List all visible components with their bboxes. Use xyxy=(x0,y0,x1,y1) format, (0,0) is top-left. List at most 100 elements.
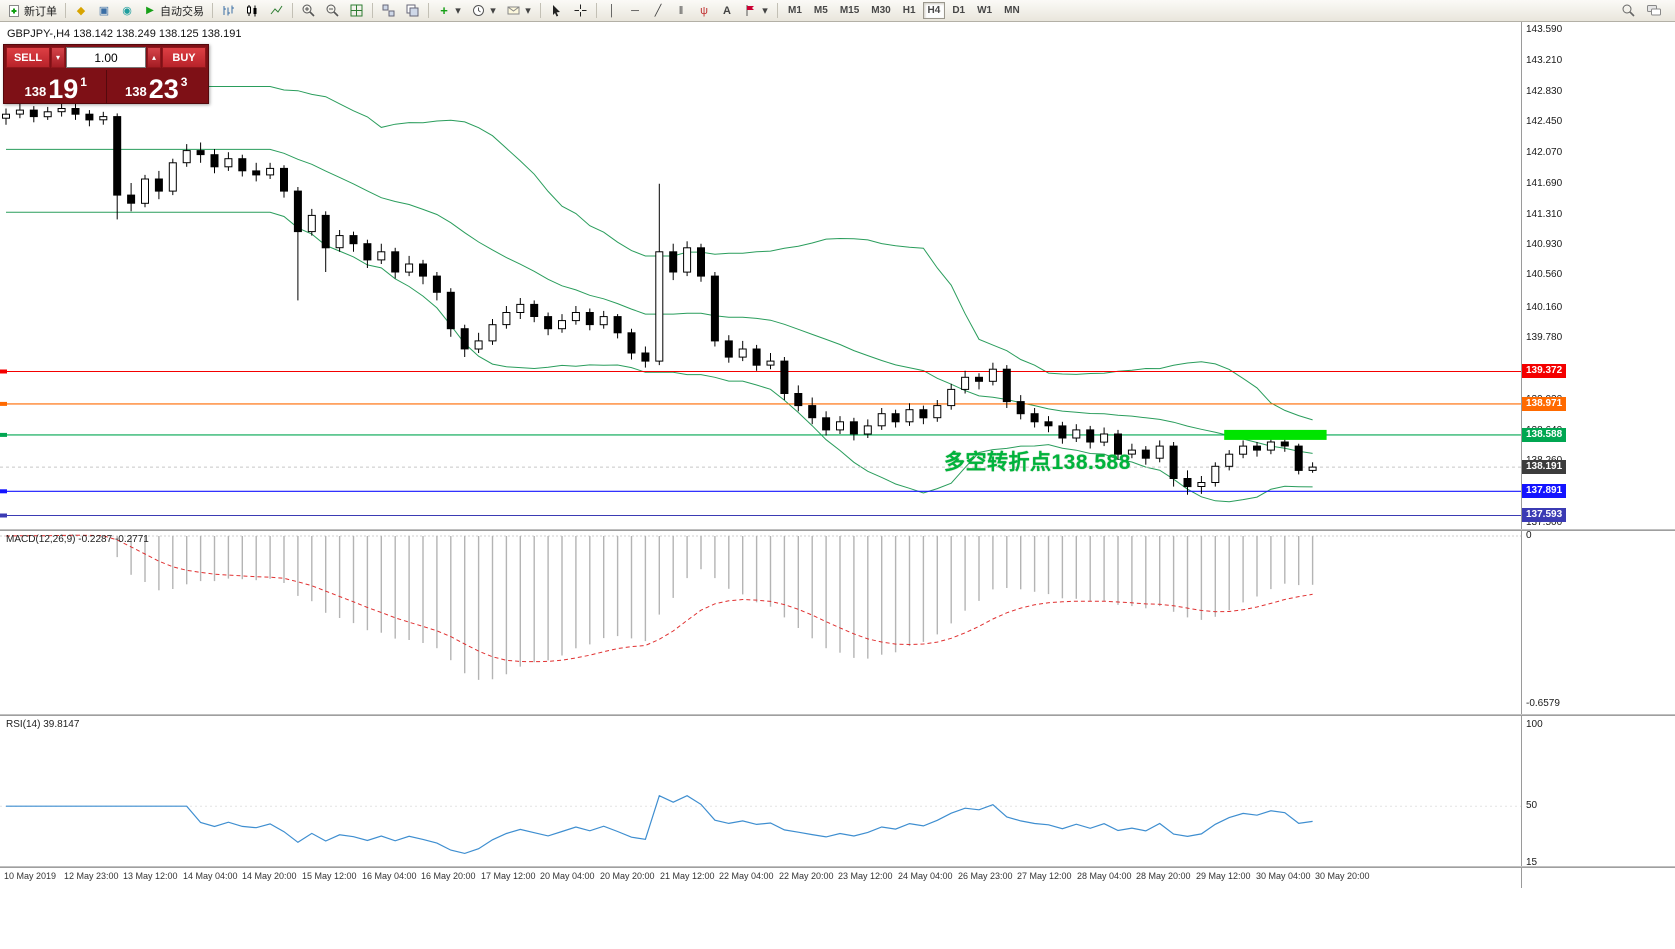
autotrading-play-icon: ▶ xyxy=(146,4,154,16)
volume-input[interactable] xyxy=(66,47,146,68)
time-axis-label: 12 May 23:00 xyxy=(64,871,119,881)
time-axis-label: 29 May 12:00 xyxy=(1196,871,1251,881)
indicators-dropdown-icon: ▾ xyxy=(455,4,461,17)
periods-button[interactable]: ▾ xyxy=(467,1,501,20)
templates-button[interactable]: ▾ xyxy=(502,1,536,20)
cascade-windows-icon xyxy=(406,4,419,17)
trendline-button[interactable]: ╱ xyxy=(647,1,669,20)
line-chart-icon xyxy=(270,5,283,15)
price-axis-label: 142.830 xyxy=(1526,85,1563,97)
price-chart[interactable] xyxy=(0,22,1521,529)
time-axis-label: 20 May 20:00 xyxy=(600,871,655,881)
alerts-button[interactable]: ◉ xyxy=(116,1,138,20)
toolbar-separator xyxy=(777,3,778,18)
zoom-in-button[interactable] xyxy=(297,1,320,20)
time-axis-label: 14 May 20:00 xyxy=(242,871,297,881)
panel-separator[interactable] xyxy=(0,529,1675,531)
timeframe-button-m5[interactable]: M5 xyxy=(809,2,833,19)
chat-icon xyxy=(1647,5,1661,16)
price-axis-label: 137.500 xyxy=(1526,517,1563,528)
price-axis-label: 141.310 xyxy=(1526,208,1563,220)
time-axis-label: 23 May 12:00 xyxy=(838,871,893,881)
rsi-panel[interactable] xyxy=(0,716,1521,866)
sell-button[interactable]: SELL xyxy=(6,47,50,68)
price-axis-label: 140.930 xyxy=(1526,239,1563,251)
cursor-button[interactable] xyxy=(545,1,568,20)
volume-dropdown-button[interactable]: ▾ xyxy=(51,47,65,68)
objects-dropdown-icon: ▾ xyxy=(762,4,768,17)
autotrading-label: 自动交易 xyxy=(160,5,204,18)
toolbar-right-group xyxy=(1617,1,1672,20)
bid-pipette: 1 xyxy=(80,75,87,89)
bid-prefix: 138 xyxy=(24,84,47,99)
candlestick-chart-icon xyxy=(247,5,257,17)
chart-annotation: 多空转折点138.588 xyxy=(944,451,1131,474)
zoom-out-button[interactable] xyxy=(321,1,344,20)
bid-price[interactable]: 138 19 1 xyxy=(6,70,107,103)
metaeditor-button[interactable]: ◆ xyxy=(70,1,92,20)
panel-separator[interactable] xyxy=(0,714,1675,716)
time-axis-label: 16 May 20:00 xyxy=(421,871,476,881)
terminal-button[interactable]: ▣ xyxy=(93,1,115,20)
zoom-out-icon xyxy=(326,4,339,17)
templates-dropdown-icon: ▾ xyxy=(525,4,531,17)
time-axis-label: 30 May 20:00 xyxy=(1315,871,1370,881)
timeframe-button-mn[interactable]: MN xyxy=(999,2,1025,19)
timeframe-button-w1[interactable]: W1 xyxy=(972,2,997,19)
timeframe-button-h4[interactable]: H4 xyxy=(922,2,946,19)
indicators-button[interactable]: + ▾ xyxy=(433,1,466,20)
macd-panel[interactable] xyxy=(0,531,1521,714)
time-axis-label: 22 May 04:00 xyxy=(719,871,774,881)
cascade-windows-button[interactable] xyxy=(401,1,424,20)
text-tool-button[interactable]: A xyxy=(716,1,738,20)
line-chart-button[interactable] xyxy=(265,1,288,20)
search-button[interactable] xyxy=(1617,1,1640,20)
timeframe-button-m30[interactable]: M30 xyxy=(866,2,895,19)
arrow-flag-icon xyxy=(746,5,754,16)
vertical-line-button[interactable]: │ xyxy=(601,1,623,20)
new-order-button[interactable]: 新订单 xyxy=(3,1,61,20)
horizontal-line-button[interactable]: ─ xyxy=(624,1,646,20)
crosshair-icon xyxy=(574,4,587,17)
timeframe-button-d1[interactable]: D1 xyxy=(947,2,970,19)
ask-prefix: 138 xyxy=(125,84,147,99)
price-axis-label: 142.070 xyxy=(1526,147,1563,159)
time-axis-label: 22 May 20:00 xyxy=(779,871,834,881)
price-level-tag: 138.971 xyxy=(1522,396,1567,411)
timeframe-button-h1[interactable]: H1 xyxy=(898,2,921,19)
time-axis-label: 17 May 12:00 xyxy=(481,871,536,881)
time-axis-label: 24 May 04:00 xyxy=(898,871,953,881)
channel-icon: ‖ xyxy=(678,4,684,17)
alerts-icon: ◉ xyxy=(122,4,132,17)
buy-button[interactable]: BUY xyxy=(162,47,206,68)
arrange-charts-icon xyxy=(382,4,395,17)
objects-button[interactable]: ▾ xyxy=(739,1,773,20)
price-axis-label: 140.560 xyxy=(1526,269,1563,281)
zoom-in-icon xyxy=(302,4,315,17)
panel-separator[interactable] xyxy=(0,866,1675,868)
toolbar-separator xyxy=(372,3,373,18)
toolbar-separator xyxy=(596,3,597,18)
metaeditor-icon: ◆ xyxy=(76,4,86,17)
price-axis-border xyxy=(1521,22,1522,888)
tile-windows-button[interactable] xyxy=(345,1,368,20)
arrange-charts-button[interactable] xyxy=(377,1,400,20)
bar-chart-icon xyxy=(223,5,234,16)
candlestick-chart-button[interactable] xyxy=(241,1,264,20)
timeframe-button-m15[interactable]: M15 xyxy=(835,2,864,19)
time-axis: 10 May 2019 12 May 23:00 13 May 12:00 14 Ma… xyxy=(0,868,1521,888)
crosshair-button[interactable] xyxy=(569,1,592,20)
trade-panel-prices: 138 19 1 138 23 3 xyxy=(6,70,206,103)
time-axis-label: 28 May 04:00 xyxy=(1077,871,1132,881)
volume-up-button[interactable]: ▴ xyxy=(147,47,161,68)
chat-button[interactable] xyxy=(1642,1,1666,20)
macd-label: MACD(12,26,9) -0.2287 -0.2771 xyxy=(6,534,149,545)
timeframe-button-m1[interactable]: M1 xyxy=(783,2,807,19)
autotrading-button[interactable]: ▶ 自动交易 xyxy=(139,1,208,20)
price-axis-label: 141.690 xyxy=(1526,177,1563,189)
ask-price[interactable]: 138 23 3 xyxy=(107,70,207,103)
fibonacci-button[interactable]: ψ xyxy=(693,1,715,20)
channel-button[interactable]: ‖ xyxy=(670,1,692,20)
bar-chart-button[interactable] xyxy=(217,1,240,20)
